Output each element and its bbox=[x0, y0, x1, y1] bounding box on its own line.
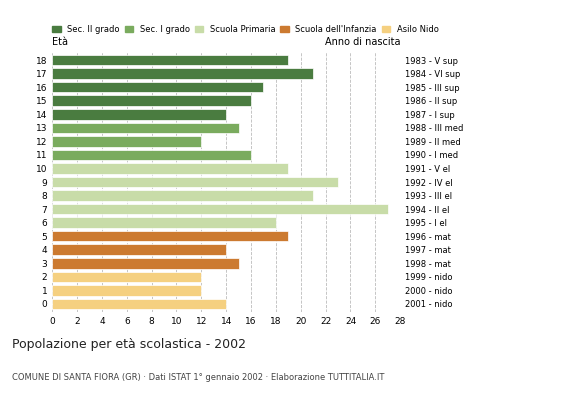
Bar bbox=[52, 244, 226, 255]
Bar bbox=[52, 231, 288, 242]
Bar bbox=[52, 217, 276, 228]
Bar bbox=[52, 68, 313, 79]
Bar bbox=[52, 109, 226, 120]
Text: Anno di nascita: Anno di nascita bbox=[325, 37, 400, 47]
Text: Età: Età bbox=[52, 37, 68, 47]
Bar bbox=[52, 96, 251, 106]
Bar bbox=[52, 258, 238, 268]
Bar bbox=[52, 190, 313, 201]
Text: COMUNE DI SANTA FIORA (GR) · Dati ISTAT 1° gennaio 2002 · Elaborazione TUTTITALI: COMUNE DI SANTA FIORA (GR) · Dati ISTAT … bbox=[12, 373, 384, 382]
Bar bbox=[52, 285, 201, 296]
Bar bbox=[52, 150, 251, 160]
Bar bbox=[52, 204, 388, 214]
Bar bbox=[52, 272, 201, 282]
Bar bbox=[52, 163, 288, 174]
Text: Popolazione per età scolastica - 2002: Popolazione per età scolastica - 2002 bbox=[12, 338, 245, 351]
Bar bbox=[52, 55, 288, 66]
Bar bbox=[52, 82, 263, 92]
Bar bbox=[52, 298, 226, 309]
Bar bbox=[52, 122, 238, 133]
Legend: Sec. II grado, Sec. I grado, Scuola Primaria, Scuola dell'Infanzia, Asilo Nido: Sec. II grado, Sec. I grado, Scuola Prim… bbox=[52, 25, 438, 34]
Bar bbox=[52, 136, 201, 147]
Bar bbox=[52, 177, 338, 187]
